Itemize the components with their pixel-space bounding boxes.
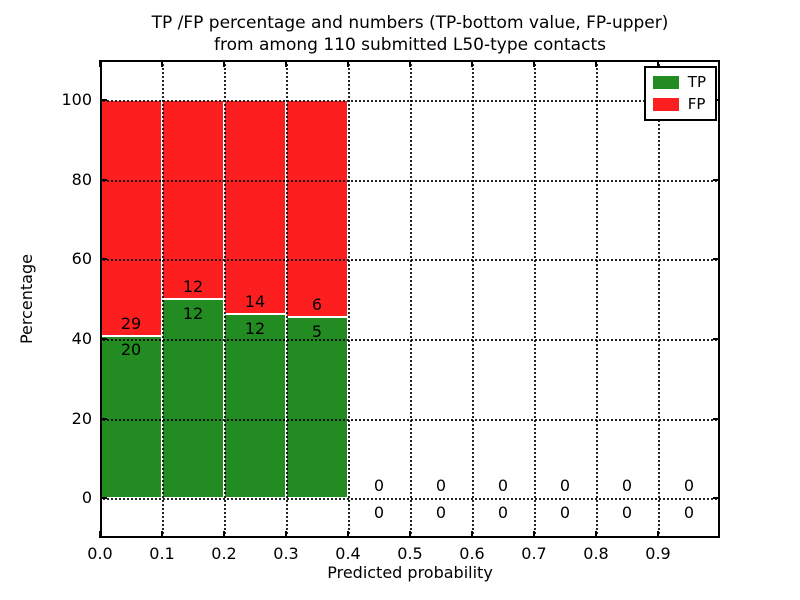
x-gridline <box>410 60 412 538</box>
tp-count-label: 0 <box>435 502 447 522</box>
x-tick-label: 0.3 <box>273 544 299 563</box>
x-tick-mark <box>471 531 473 538</box>
y-tick-mark <box>100 178 107 181</box>
x-gridline <box>472 60 474 538</box>
x-tick-label: 0.5 <box>397 544 423 563</box>
chart-title-line1: TP /FP percentage and numbers (TP-bottom… <box>151 13 669 33</box>
x-gridline <box>224 60 226 538</box>
x-tick-mark <box>99 60 101 67</box>
y-tick-label: 20 <box>71 408 92 428</box>
x-gridline <box>286 60 288 538</box>
tp-count-label: 0 <box>559 502 571 522</box>
x-tick-mark <box>347 60 349 67</box>
tp-count-label: 0 <box>373 502 385 522</box>
x-tick-mark <box>533 60 535 67</box>
y-tick-label: 80 <box>71 169 92 189</box>
fp-legend-swatch <box>652 98 679 111</box>
fp-count-label: 29 <box>120 313 142 333</box>
y-tick-label: 0 <box>81 488 92 508</box>
x-tick-mark <box>99 531 101 538</box>
legend-item-tp: TP <box>652 73 706 91</box>
x-tick-mark <box>657 531 659 538</box>
x-tick-mark <box>285 60 287 67</box>
fp-count-label: 14 <box>244 292 266 312</box>
x-gridline <box>162 60 164 538</box>
y-axis-label: Percentage <box>17 254 36 345</box>
tp-count-label: 0 <box>621 502 633 522</box>
bar-tp-segment <box>100 335 162 499</box>
bar-tp-segment <box>224 314 286 499</box>
x-axis-label: Predicted probability <box>327 563 493 582</box>
bar-tp-segment <box>286 316 348 499</box>
x-tick-mark <box>409 60 411 67</box>
y-tick-mark <box>100 258 107 261</box>
y-tick-label: 40 <box>71 328 92 348</box>
bar-tp-segment <box>162 299 224 499</box>
x-gridline <box>348 60 350 538</box>
x-tick-mark <box>285 531 287 538</box>
y-tick-mark <box>713 417 720 420</box>
tp-count-label: 12 <box>244 318 266 338</box>
x-tick-mark <box>223 60 225 67</box>
y-tick-label: 100 <box>61 89 92 109</box>
y-tick-label: 60 <box>71 249 92 269</box>
x-tick-label: 0.1 <box>149 544 175 563</box>
y-tick-mark <box>713 178 720 181</box>
x-gridline <box>534 60 536 538</box>
y-tick-mark <box>100 497 107 500</box>
x-tick-mark <box>409 531 411 538</box>
chart-title-line2: from among 110 submitted L50-type contac… <box>214 35 606 55</box>
bar-fp-segment <box>100 99 162 336</box>
tp-count-label: 5 <box>311 321 323 341</box>
tp-count-label: 0 <box>497 502 509 522</box>
x-tick-mark <box>595 531 597 538</box>
y-tick-mark <box>100 337 107 340</box>
x-tick-mark <box>223 531 225 538</box>
x-gridline <box>658 60 660 538</box>
x-tick-label: 0.4 <box>335 544 361 563</box>
x-tick-label: 0.0 <box>87 544 113 563</box>
x-gridline <box>596 60 598 538</box>
fp-count-label: 12 <box>182 277 204 297</box>
x-tick-mark <box>347 531 349 538</box>
x-tick-label: 0.2 <box>211 544 237 563</box>
x-tick-mark <box>657 60 659 67</box>
x-tick-label: 0.6 <box>459 544 485 563</box>
fp-count-label: 0 <box>373 476 385 496</box>
tp-legend-swatch <box>652 76 679 89</box>
y-tick-mark <box>100 417 107 420</box>
x-tick-mark <box>595 60 597 67</box>
fp-count-label: 0 <box>435 476 447 496</box>
bar-fp-segment <box>224 99 286 315</box>
chart-title: TP /FP percentage and numbers (TP-bottom… <box>100 12 720 56</box>
fp-legend-label: FP <box>687 95 706 113</box>
bar-fp-segment <box>286 99 348 317</box>
tp-legend-label: TP <box>687 73 706 91</box>
x-tick-mark <box>533 531 535 538</box>
fp-count-label: 6 <box>311 294 323 314</box>
fp-count-label: 0 <box>497 476 509 496</box>
legend: TP FP <box>643 66 717 121</box>
x-tick-label: 0.7 <box>521 544 547 563</box>
legend-item-fp: FP <box>652 95 706 113</box>
tp-count-label: 20 <box>120 340 142 360</box>
x-tick-label: 0.8 <box>583 544 609 563</box>
x-tick-mark <box>161 531 163 538</box>
y-tick-mark <box>713 337 720 340</box>
tp-count-label: 12 <box>182 303 204 323</box>
y-tick-mark <box>713 497 720 500</box>
y-tick-mark <box>713 258 720 261</box>
fp-count-label: 0 <box>621 476 633 496</box>
fp-count-label: 0 <box>559 476 571 496</box>
tp-count-label: 0 <box>683 502 695 522</box>
x-tick-mark <box>471 60 473 67</box>
fp-count-label: 0 <box>683 476 695 496</box>
x-tick-label: 0.9 <box>645 544 671 563</box>
bar-fp-segment <box>162 99 224 299</box>
x-tick-mark <box>161 60 163 67</box>
plot-area: TP FP 29 20 12 12 14 12 6 5 0 0 0 0 0 0 0 0 0 0 0 0 <box>99 60 720 538</box>
y-tick-mark <box>100 98 107 101</box>
